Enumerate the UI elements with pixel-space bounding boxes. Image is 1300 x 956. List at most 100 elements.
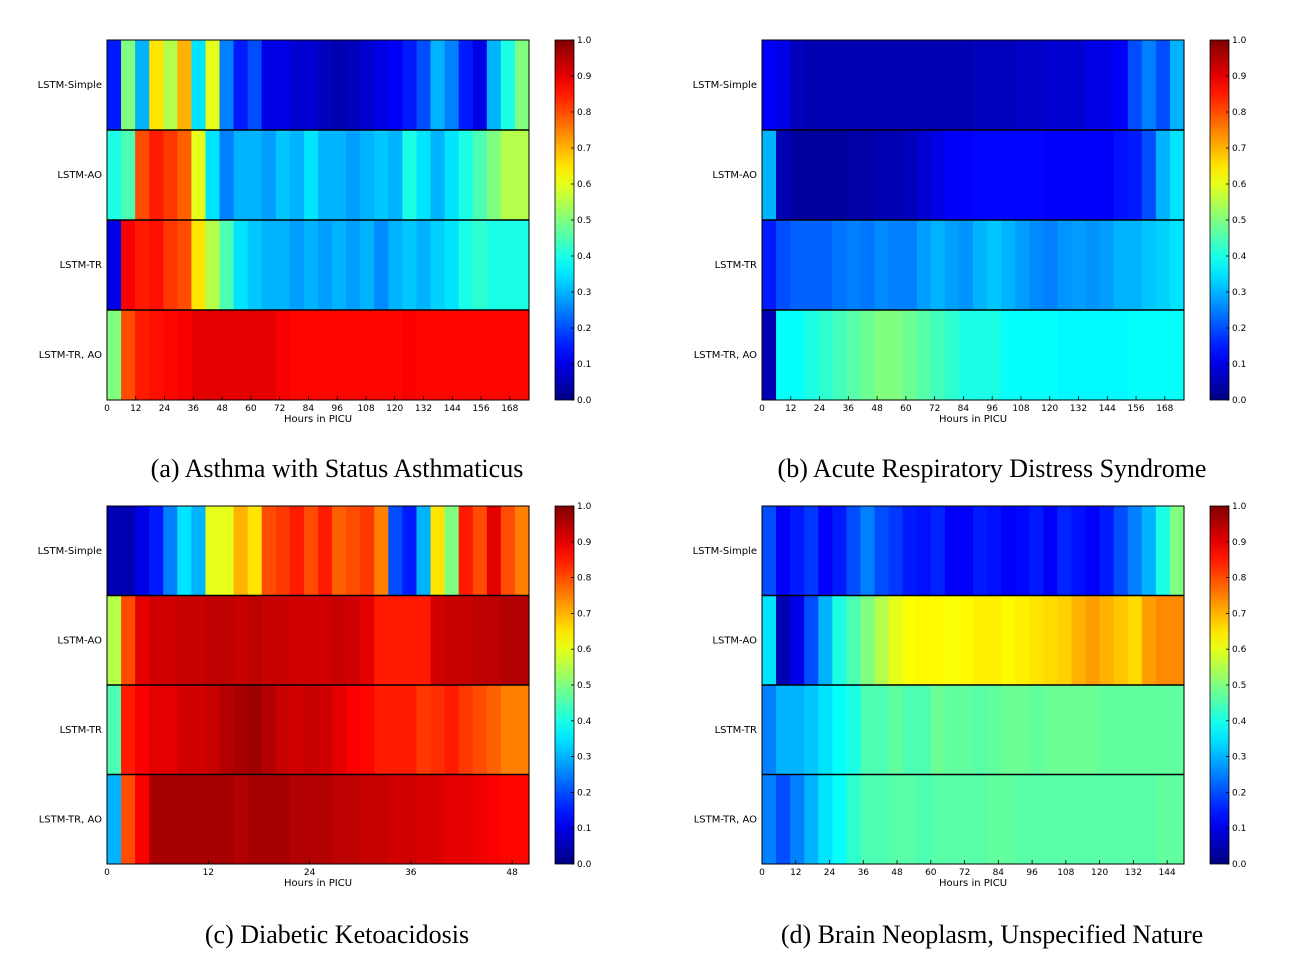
heatmap-cell (275, 310, 291, 400)
x-tick-label: 168 (1156, 404, 1173, 414)
colorbar-tick-label: 0.6 (577, 180, 592, 190)
heatmap-cell (1127, 130, 1143, 220)
heatmap-cell (916, 506, 932, 596)
row-label: LSTM-TR (715, 260, 757, 271)
heatmap-cell (444, 595, 460, 685)
row-label: LSTM-Simple (38, 546, 102, 557)
heatmap-cell (149, 310, 164, 400)
heatmap-cell (219, 40, 235, 130)
heatmap-cell (1099, 220, 1115, 310)
heatmap-cell (303, 595, 319, 685)
heatmap-cell (303, 506, 319, 596)
heatmap-cell (1057, 595, 1073, 685)
heatmap-cell (205, 595, 221, 685)
heatmap-cell (374, 40, 389, 130)
heatmap-cell (874, 310, 890, 400)
heatmap-cell (958, 40, 974, 130)
heatmap-cell (1085, 774, 1101, 864)
heatmap-cell (289, 506, 305, 596)
heatmap-cell (500, 774, 516, 864)
heatmap-cell (107, 595, 122, 685)
heatmap-cell (1015, 506, 1030, 596)
heatmap-cell (303, 40, 319, 130)
heatmap-cell (303, 310, 319, 400)
heatmap-cell (416, 40, 432, 130)
heatmap-cell (275, 685, 291, 775)
heatmap-cell (1127, 595, 1143, 685)
colorbar-tick-label: 0.1 (577, 360, 591, 370)
heatmap-cell (973, 220, 988, 310)
heatmap-cell (374, 130, 389, 220)
heatmap-cell (1169, 685, 1185, 775)
heatmap-cell (1001, 310, 1016, 400)
panel-caption: (b) Acute Respiratory Distress Syndrome (778, 454, 1207, 483)
heatmap-cell (930, 774, 946, 864)
heatmap-cell (1015, 774, 1030, 864)
heatmap-cell (374, 685, 389, 775)
heatmap-cell (135, 506, 150, 596)
heatmap-cell (360, 506, 375, 596)
heatmap-cell (1071, 774, 1087, 864)
heatmap-cell (1071, 40, 1087, 130)
heatmap-cell (247, 220, 263, 310)
heatmap-cell (860, 40, 876, 130)
heatmap-cell (500, 40, 516, 130)
heatmap-cell (1155, 220, 1171, 310)
heatmap-cell (247, 685, 263, 775)
heatmap-cell (303, 685, 319, 775)
heatmap-cell (121, 130, 136, 220)
colorbar-tick-label: 0.4 (577, 252, 592, 262)
heatmap-cell (219, 130, 235, 220)
heatmap-cell (416, 595, 432, 685)
heatmap-cell (790, 130, 805, 220)
heatmap-cell (790, 40, 805, 130)
heatmap-cell (163, 685, 178, 775)
heatmap-cell (1043, 595, 1058, 685)
heatmap-cell (1099, 685, 1115, 775)
heatmap-cell (944, 506, 960, 596)
heatmap-cell (888, 130, 904, 220)
heatmap-cell (1015, 685, 1030, 775)
heatmap-cell (107, 220, 122, 310)
colorbar-tick-label: 0.8 (1232, 574, 1247, 584)
heatmap-cell (247, 595, 263, 685)
heatmap-cell (987, 506, 1002, 596)
heatmap-cell (388, 310, 403, 400)
heatmap-cell (1113, 220, 1129, 310)
heatmap-cell (818, 130, 833, 220)
heatmap-cell (318, 220, 333, 310)
heatmap-cell (776, 310, 791, 400)
panel-caption: (c) Diabetic Ketoacidosis (205, 920, 469, 949)
heatmap-cell (1015, 310, 1030, 400)
x-tick-label: 156 (472, 404, 489, 414)
heatmap-cell (1043, 310, 1058, 400)
heatmap-cell (233, 310, 249, 400)
heatmap-cell (486, 40, 502, 130)
heatmap-cell (107, 40, 122, 130)
x-tick-label: 48 (891, 868, 903, 878)
heatmap-cell (374, 310, 389, 400)
x-tick-label: 48 (871, 404, 883, 414)
heatmap-cell (916, 220, 932, 310)
heatmap-cell (444, 685, 460, 775)
heatmap-cell (261, 130, 277, 220)
heatmap-cell (458, 774, 474, 864)
heatmap-cell (930, 685, 946, 775)
heatmap-cell (832, 40, 847, 130)
x-tick-label: 120 (1091, 868, 1108, 878)
heatmap-cell (289, 685, 305, 775)
colorbar-tick-label: 0.6 (1232, 645, 1247, 655)
heatmap-cell (1085, 40, 1101, 130)
heatmap-cell (486, 685, 502, 775)
heatmap-cell (458, 685, 474, 775)
heatmap-cell (1029, 310, 1044, 400)
colorbar-tick-label: 0.3 (577, 288, 591, 298)
heatmap-cell (916, 310, 932, 400)
heatmap-cell (1099, 595, 1115, 685)
heatmap-cell (346, 685, 361, 775)
heatmap-cell (163, 506, 178, 596)
heatmap-cell (818, 310, 833, 400)
heatmap-cell (1071, 310, 1087, 400)
heatmap-cell (486, 310, 502, 400)
heatmap-cell (1141, 40, 1157, 130)
